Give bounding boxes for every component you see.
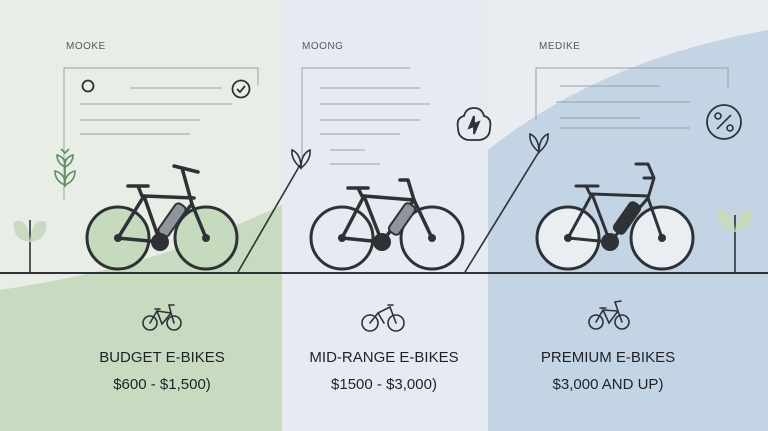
tier-price: $600 - $1,500) [113,376,211,393]
tier-title: PREMIUM E-BIKES [540,349,676,366]
tier-tag: MOONG [302,41,344,52]
leaf-icon [529,132,549,154]
bike-icon [142,304,182,331]
leaf-icon [291,148,311,170]
tier-tag: MEDIKE [539,41,581,52]
midrange-bike-illustration [309,178,465,271]
premium-bike-illustration [535,162,695,271]
tier-title: MID-RANGE E-BIKES [309,349,459,366]
sprout-icon [54,148,76,187]
circle-icon [81,79,95,93]
percent-badge-icon [706,104,742,140]
check-circle-icon [231,79,251,99]
budget-bike-illustration [85,164,239,271]
bike-icon [361,304,405,332]
tier-price: $3,000 AND UP) [552,376,664,393]
energy-hand-icon [456,107,492,141]
tier-price: $1500 - $3,000) [331,376,437,393]
tier-title: BUDGET E-BIKES [99,349,225,366]
tier-tag: MOOKE [66,41,106,52]
bike-icon [588,300,630,330]
